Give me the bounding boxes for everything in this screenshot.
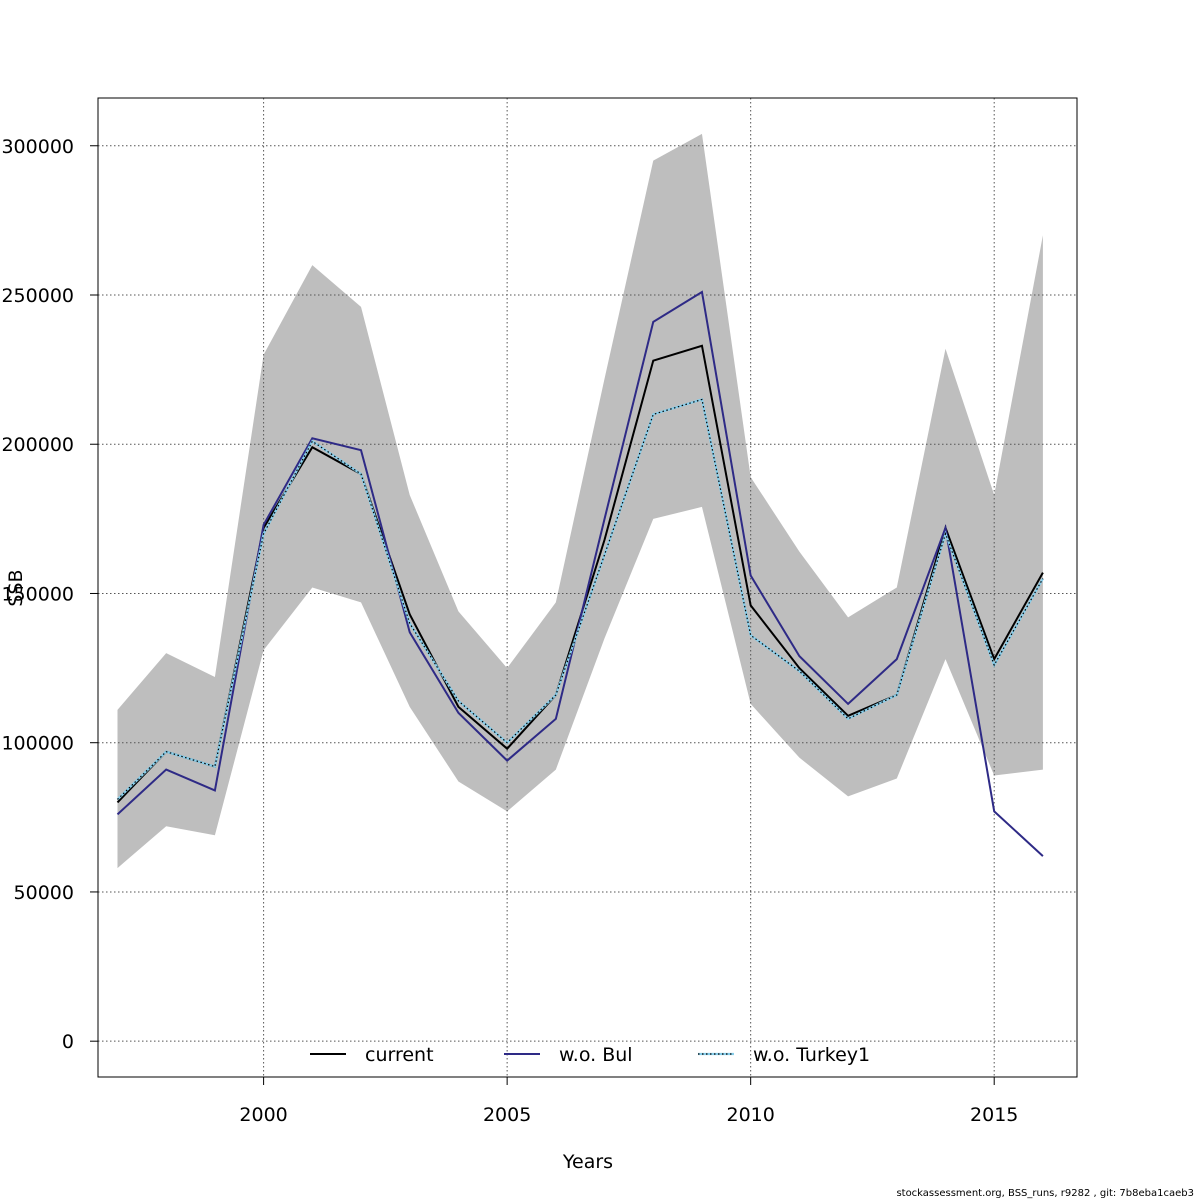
footer-note: stockassessment.org, BSS_runs, r9282 , g… bbox=[896, 1188, 1194, 1199]
x-axis-title: Years bbox=[562, 1151, 613, 1173]
legend-label-0: current bbox=[365, 1044, 434, 1066]
legend-label-2: w.o. Turkey1 bbox=[753, 1044, 870, 1066]
y-tick-label: 50000 bbox=[14, 882, 74, 904]
legend: current w.o. Bul w.o. Turkey1 bbox=[310, 1044, 870, 1066]
x-tick-label: 2000 bbox=[239, 1104, 287, 1126]
x-tick-label: 2015 bbox=[970, 1104, 1018, 1126]
series-line-1 bbox=[116, 290, 1044, 857]
y-tick-label: 150000 bbox=[1, 583, 74, 605]
series-line-2 bbox=[116, 398, 1044, 801]
y-tick-label: 200000 bbox=[1, 434, 74, 456]
y-tick-label: 250000 bbox=[1, 285, 74, 307]
y-axis-title: SSB bbox=[5, 569, 27, 606]
y-tick-label: 300000 bbox=[1, 136, 74, 158]
y-axis-ticks: 0 50000 100000 150000 200000 250000 300000 bbox=[1, 136, 98, 1053]
legend-label-1: w.o. Bul bbox=[559, 1044, 633, 1066]
plot-frame bbox=[97, 97, 1078, 1078]
x-tick-label: 2005 bbox=[483, 1104, 531, 1126]
series-lines bbox=[116, 290, 1044, 857]
x-tick-label: 2010 bbox=[726, 1104, 774, 1126]
x-axis-ticks: 2000 2005 2010 2015 bbox=[239, 1077, 1018, 1126]
y-tick-label: 100000 bbox=[1, 733, 74, 755]
y-tick-label: 0 bbox=[62, 1031, 74, 1053]
